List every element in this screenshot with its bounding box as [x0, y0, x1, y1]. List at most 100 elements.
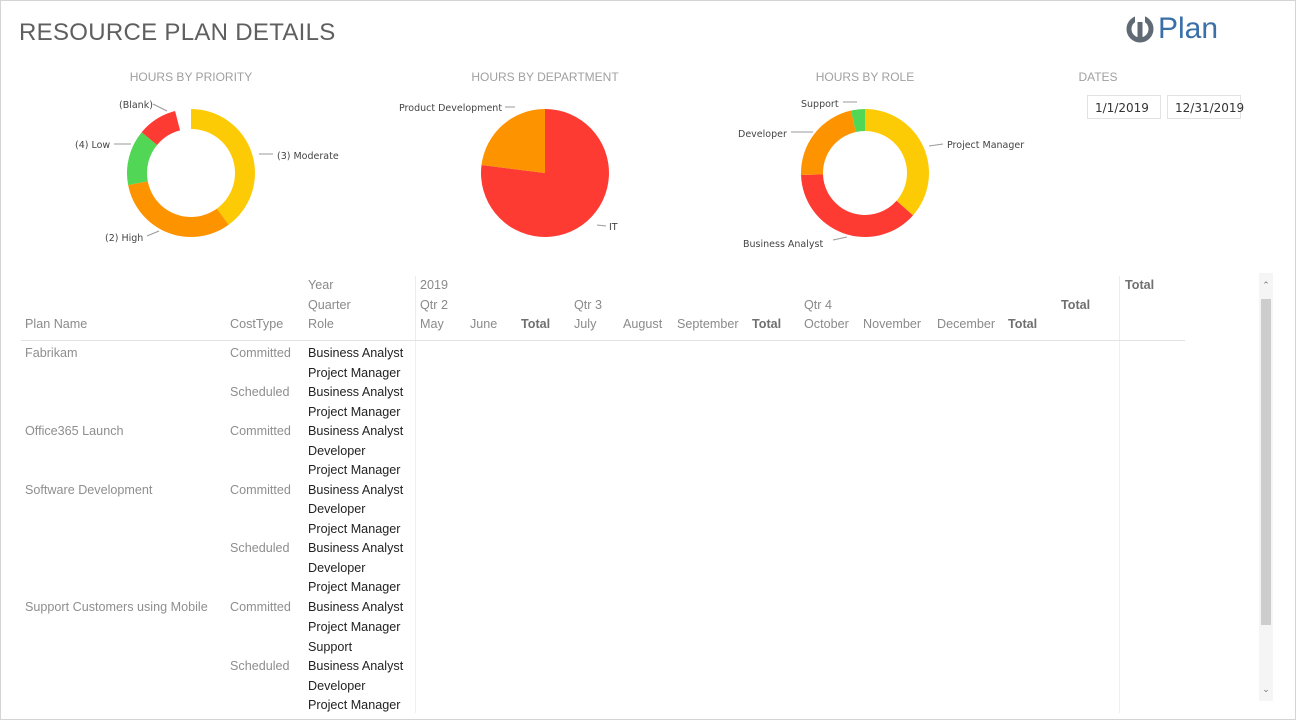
plan-name-cell: Software Development — [25, 483, 153, 497]
role-cell: Support — [308, 640, 353, 654]
role-cell: Project Manager — [308, 405, 401, 419]
start-date-input[interactable]: 1/1/2019 — [1087, 95, 1161, 119]
leader-line — [152, 103, 168, 112]
slice-support[interactable] — [851, 109, 865, 133]
august-header: August — [623, 317, 663, 331]
slice-label-product-development: Product Development — [399, 103, 502, 114]
plan-name-cell: Fabrikam — [25, 346, 78, 360]
role-cell: Developer — [308, 444, 366, 458]
slice-developer[interactable] — [800, 110, 856, 176]
header-col-divider — [1119, 276, 1120, 340]
charts-layer: (3) Moderate (2) High (4) Low (Blank) IT Pro… — [75, 99, 1024, 250]
role-cell: Business Analyst — [308, 659, 404, 673]
role-donut-chart[interactable]: Project Manager Business Analyst Developer… — [738, 99, 1024, 250]
slice-label-developer: Developer — [738, 129, 787, 140]
role-cell: Project Manager — [308, 522, 401, 536]
role-cell: Business Analyst — [308, 424, 404, 438]
plan-name-cell: Support Customers using Mobile — [25, 600, 208, 614]
cost-type-cell: Committed — [230, 424, 291, 438]
october-header: October — [804, 317, 849, 331]
slice-label-support: Support — [801, 99, 839, 110]
year-total-header: Total — [1061, 298, 1091, 312]
cost-type-cell: Committed — [230, 346, 291, 360]
department-pie-chart[interactable]: IT Product Development — [399, 103, 618, 237]
role-cell: Business Analyst — [308, 600, 404, 614]
slice-label-it: IT — [609, 222, 618, 233]
priority-donut-chart[interactable]: (3) Moderate (2) High (4) Low (Blank) — [75, 100, 339, 244]
slice-product-development[interactable] — [481, 109, 545, 173]
slice-label-project-manager: Project Manager — [947, 140, 1024, 151]
role-header[interactable]: Role — [308, 317, 334, 331]
may-header: May — [420, 317, 444, 331]
leader-line — [832, 236, 848, 241]
slice-label-business-analyst: Business Analyst — [743, 239, 823, 250]
logo-icon — [1126, 15, 1154, 43]
cost-type-cell: Scheduled — [230, 659, 290, 673]
leader-line — [146, 230, 160, 237]
slice-blank[interactable] — [141, 111, 181, 145]
cost-type-cell: Scheduled — [230, 541, 290, 555]
dates-title: DATES — [1078, 70, 1118, 84]
qtr4-header: Qtr 4 — [804, 298, 832, 312]
role-cell: Project Manager — [308, 698, 401, 712]
grand-total-header: Total — [1125, 278, 1155, 292]
cost-type-header[interactable]: CostType — [230, 317, 284, 331]
july-header: July — [574, 317, 597, 331]
qtr2-header: Qtr 2 — [420, 298, 448, 312]
scroll-thumb[interactable] — [1261, 299, 1271, 625]
page-title: RESOURCE PLAN DETAILS — [19, 19, 336, 46]
end-date-input[interactable]: 12/31/2019 — [1167, 95, 1244, 119]
slice-2-high[interactable] — [128, 181, 229, 237]
cost-type-cell: Scheduled — [230, 385, 290, 399]
role-cell: Business Analyst — [308, 483, 404, 497]
priority-chart-title: HOURS BY PRIORITY — [129, 70, 253, 84]
header-col-divider — [415, 276, 416, 340]
leader-line — [928, 143, 944, 147]
slice-business-analyst[interactable] — [801, 174, 914, 237]
role-cell: Developer — [308, 561, 366, 575]
logo: Plan — [1125, 11, 1218, 47]
slice-project-manager[interactable] — [865, 109, 929, 216]
role-cell: Business Analyst — [308, 346, 404, 360]
chevron-up-icon[interactable]: ⌃ — [1262, 281, 1270, 291]
december-header: December — [937, 317, 996, 331]
header-divider — [21, 340, 1185, 341]
leader-line — [596, 224, 607, 227]
cost-type-cell: Committed — [230, 483, 291, 497]
qtr2-total-header: Total — [521, 317, 551, 331]
september-header: September — [677, 317, 739, 331]
june-header: June — [470, 317, 498, 331]
slice-4-low[interactable] — [127, 132, 158, 185]
role-cell: Project Manager — [308, 366, 401, 380]
logo-text: Plan — [1158, 12, 1219, 45]
chevron-down-icon[interactable]: ⌄ — [1262, 685, 1270, 695]
cost-type-cell: Committed — [230, 600, 291, 614]
table-scrollbar[interactable]: ⌃ ⌄ — [1259, 273, 1273, 701]
role-cell: Business Analyst — [308, 541, 404, 555]
department-chart-title: HOURS BY DEPARTMENT — [471, 70, 619, 84]
qtr3-total-header: Total — [752, 317, 782, 331]
body-col-divider — [1119, 341, 1120, 713]
role-cell: Project Manager — [308, 463, 401, 477]
body-col-divider — [415, 341, 416, 713]
slice-label-4-low: (4) Low — [75, 140, 110, 151]
role-cell: Business Analyst — [308, 385, 404, 399]
qtr3-header: Qtr 3 — [574, 298, 602, 312]
role-cell: Project Manager — [308, 620, 401, 634]
role-cell: Developer — [308, 502, 366, 516]
role-cell: Developer — [308, 679, 366, 693]
role-chart-title: HOURS BY ROLE — [815, 70, 915, 84]
qtr4-total-header: Total — [1008, 317, 1038, 331]
role-cell: Project Manager — [308, 580, 401, 594]
year-header-value: 2019 — [420, 278, 449, 292]
slice-label-3-moderate: (3) Moderate — [277, 151, 339, 162]
november-header: November — [863, 317, 922, 331]
slice-label-blank: (Blank) — [119, 100, 153, 111]
plan-name-header[interactable]: Plan Name — [25, 317, 88, 331]
slice-label-2-high: (2) High — [105, 233, 143, 244]
plan-name-cell: Office365 Launch — [25, 424, 124, 438]
year-header-label: Year — [308, 278, 334, 292]
quarter-header-label: Quarter — [308, 298, 351, 312]
slice-3-moderate[interactable] — [191, 109, 255, 225]
